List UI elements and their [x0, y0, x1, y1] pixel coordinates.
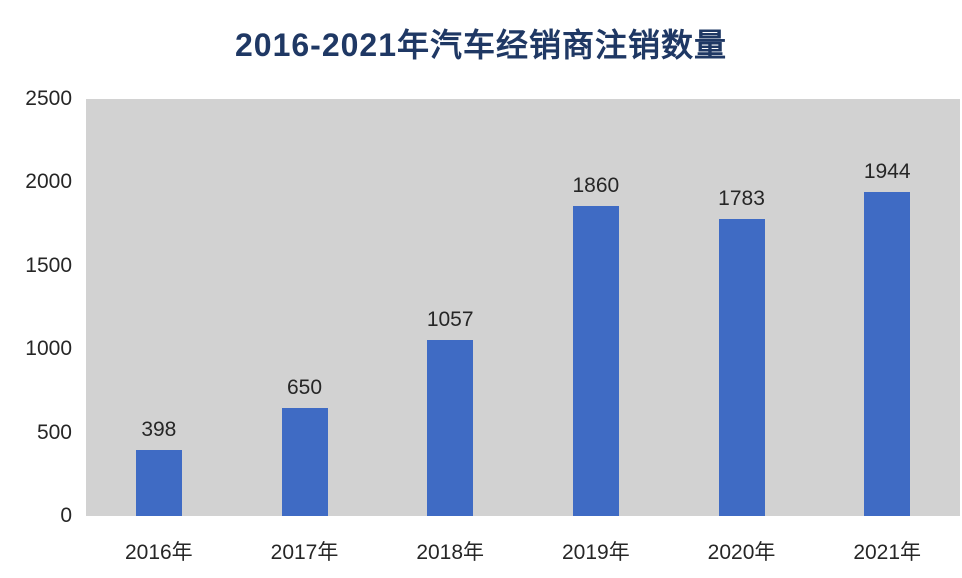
bar-value-label: 650 [286, 375, 323, 399]
bar [864, 191, 911, 516]
y-axis-tick-label: 1500 [25, 253, 72, 277]
y-axis: 0 500 1000 1500 2000 2500 [0, 87, 78, 527]
bar-group: 1783 [669, 99, 815, 516]
bar-value-label: 1944 [863, 159, 911, 183]
bar-value-label: 1783 [718, 186, 765, 210]
x-axis-label: 2018年 [416, 541, 485, 564]
x-axis-label: 2020年 [707, 541, 776, 564]
chart-title: 2016-2021年汽车经销商注销数量 [234, 27, 728, 63]
chart-body: 0 500 1000 1500 2000 2500 398 650 1057 1860 1783 1… [0, 87, 962, 527]
x-axis-label: 2016年 [124, 541, 193, 564]
x-axis-label: 2017年 [270, 541, 339, 564]
bar [572, 205, 619, 516]
y-axis-tick-label: 2500 [25, 87, 72, 110]
bar-group: 1944 [814, 99, 960, 516]
bar [281, 407, 328, 516]
bar-value-label: 1860 [572, 173, 620, 197]
x-axis-label: 2021年 [853, 541, 922, 564]
y-axis-tick-label: 500 [36, 420, 72, 444]
bar [135, 449, 182, 516]
plot-area: 398 650 1057 1860 1783 1944 [86, 99, 960, 516]
bar-group: 1057 [377, 99, 523, 516]
x-axis-label: 2019年 [561, 541, 630, 564]
y-axis-tick-label: 1000 [25, 337, 72, 361]
y-axis-tick-label: 2000 [25, 170, 72, 194]
bar-group: 398 [86, 99, 232, 516]
bar [427, 339, 474, 516]
x-axis: 2016年 2017年 2018年 2019年 2020年 2021年 [86, 536, 960, 566]
bar-group: 650 [232, 99, 378, 516]
y-axis-tick-label: 0 [60, 504, 72, 527]
bar-group: 1860 [523, 99, 669, 516]
bar-value-label: 1057 [426, 307, 474, 331]
bar [718, 218, 765, 516]
bar-value-label: 398 [141, 417, 177, 441]
